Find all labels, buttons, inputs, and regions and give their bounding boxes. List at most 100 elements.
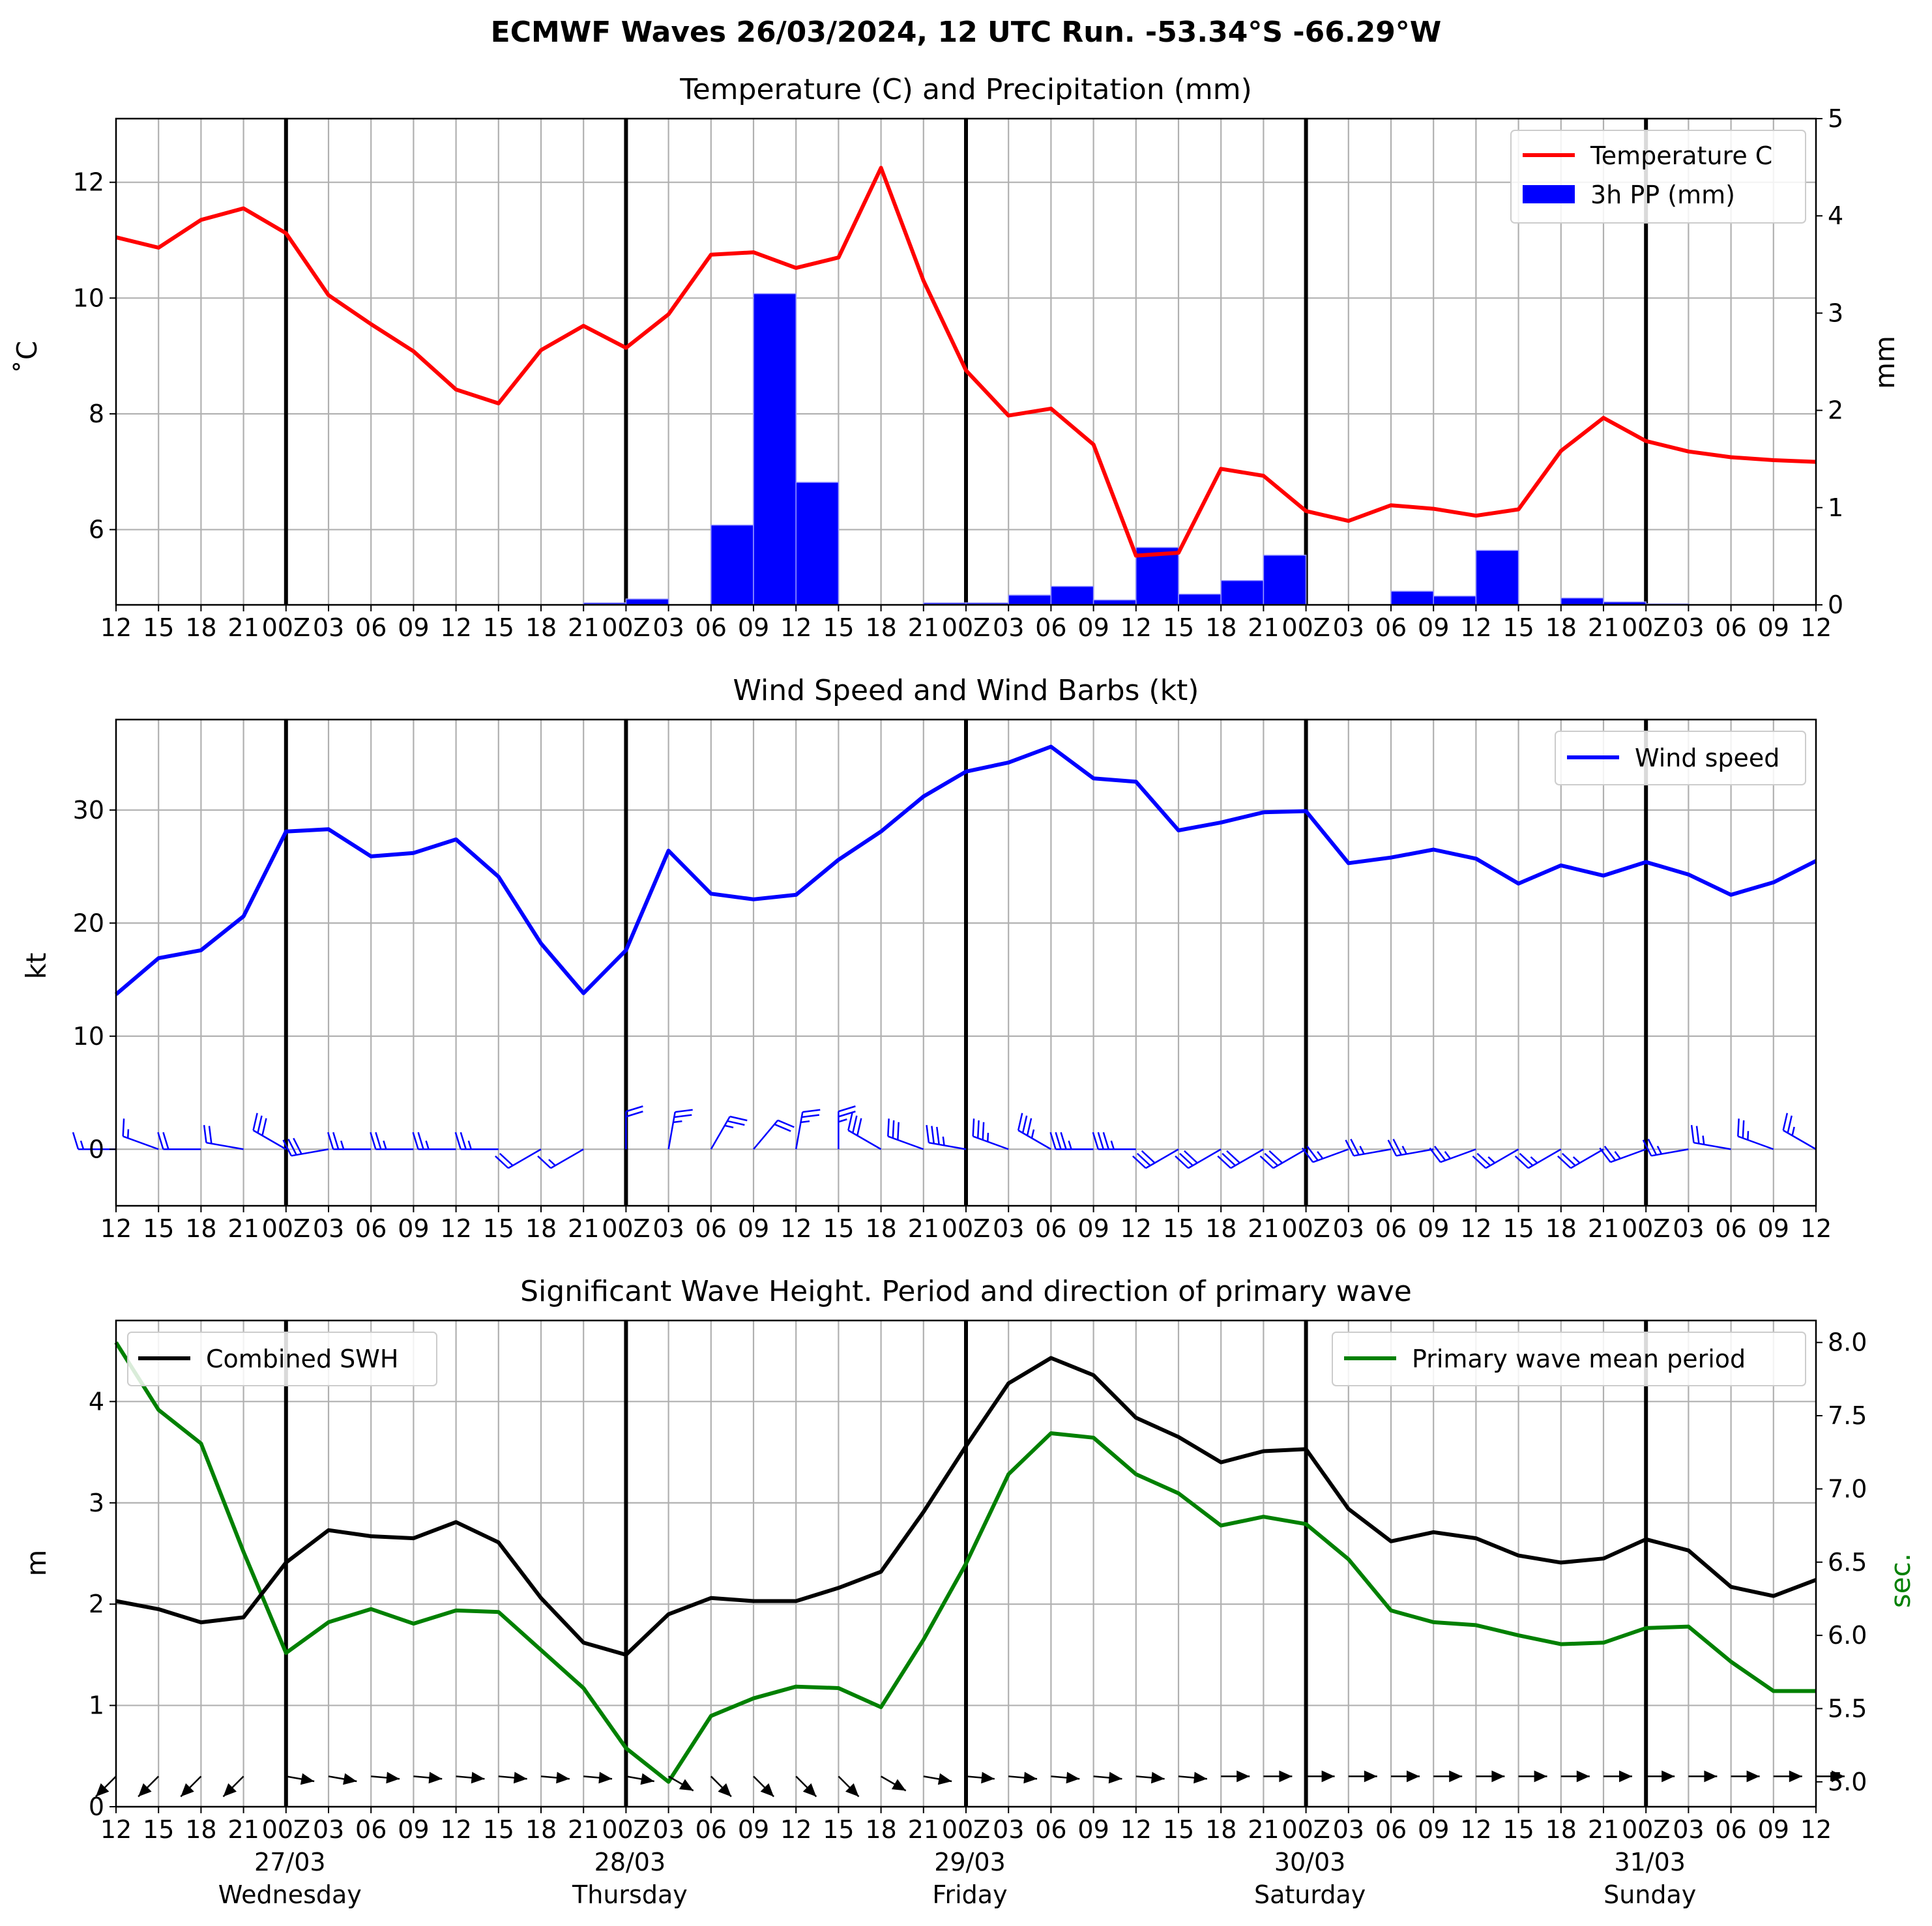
- wave-direction-arrow: [1603, 1770, 1632, 1783]
- y-tick-label: 8: [89, 400, 104, 428]
- x-tick-label: 09: [1758, 1815, 1789, 1844]
- y2-tick-label: 1: [1828, 493, 1843, 522]
- wave-direction-arrow: [1093, 1772, 1122, 1784]
- wave-direction-arrow: [1731, 1770, 1760, 1783]
- y2-tick-label: 5.5: [1828, 1694, 1867, 1723]
- wind-barb-full: [1345, 1139, 1354, 1156]
- wind-barb-full: [727, 1120, 745, 1126]
- wave-direction-arrow: [328, 1773, 357, 1785]
- wind-barb-full: [1060, 1131, 1067, 1150]
- wind-barb-half: [1031, 1129, 1035, 1139]
- wave-arrow-head: [223, 1783, 237, 1797]
- x-tick-label: 15: [823, 1815, 854, 1844]
- wave-arrow-head: [845, 1783, 859, 1797]
- x-tick-label: 15: [143, 613, 174, 642]
- wave-direction-arrow: [285, 1773, 315, 1785]
- wind-barb: [667, 1109, 693, 1150]
- wind-barb: [1737, 1118, 1774, 1150]
- x-tick-label: 00Z: [1281, 1214, 1330, 1243]
- x-tick-label: 03: [1333, 1815, 1364, 1844]
- x-tick-label: 12: [440, 613, 471, 642]
- wave-direction-arrow: [456, 1772, 485, 1784]
- x-tick-label: 00Z: [942, 1815, 990, 1844]
- wind-barb-full: [982, 1122, 985, 1140]
- wave-direction-arrow: [1135, 1772, 1165, 1784]
- x-tick-label: 06: [1035, 1815, 1066, 1844]
- wind-barb-full: [1184, 1150, 1198, 1164]
- y2-tick-label: 5: [1828, 104, 1843, 133]
- y-tick-label: 10: [73, 284, 104, 312]
- wind-barb-half: [1530, 1156, 1538, 1164]
- x-tick-label: 06: [355, 613, 387, 642]
- wind-barb-full: [838, 1105, 856, 1113]
- x-tick-label: 21: [227, 1214, 259, 1243]
- wind-barb-full: [1561, 1152, 1576, 1167]
- wave-period-y-axis-label: sec.: [1884, 1553, 1916, 1608]
- wind-barb-full: [1259, 1155, 1274, 1169]
- day-label: Wednesday: [218, 1880, 362, 1909]
- wind-barb-half: [80, 1140, 85, 1150]
- wind-barb-half: [838, 1118, 847, 1123]
- wave-arrow-head: [343, 1773, 357, 1785]
- legend-box: [1555, 731, 1806, 785]
- x-tick-label: 12: [780, 1815, 812, 1844]
- wind-barb-staff: [928, 1141, 967, 1150]
- wind-barb-full: [1642, 1139, 1652, 1156]
- wind-barb-staff: [508, 1148, 542, 1169]
- wind-barb-staff: [206, 1141, 244, 1150]
- x-tick-label: 06: [355, 1815, 387, 1844]
- wind-barb-half: [1656, 1145, 1663, 1155]
- wave-arrow-head: [1449, 1770, 1463, 1783]
- wind-barb-full: [122, 1118, 125, 1137]
- y-tick-label: 10: [73, 1022, 104, 1051]
- wave-direction-arrow: [1688, 1770, 1718, 1783]
- x-tick-label: 12: [440, 1815, 471, 1844]
- x-tick-label: 12: [100, 1815, 132, 1844]
- day-label: Friday: [932, 1880, 1007, 1909]
- x-tick-label: 03: [1333, 613, 1364, 642]
- wind-barb-staff: [1017, 1130, 1052, 1150]
- y-tick-label: 12: [73, 168, 104, 197]
- wind-barb: [1017, 1113, 1052, 1150]
- wind-barb: [370, 1131, 414, 1150]
- wind-barb-half: [548, 1159, 556, 1167]
- wave-arrow-head: [181, 1783, 194, 1797]
- x-tick-label: 21: [227, 1815, 259, 1844]
- x-tick-label: 18: [865, 1214, 896, 1243]
- x-tick-label: 15: [823, 613, 854, 642]
- x-tick-label: 03: [313, 613, 344, 642]
- wind-barb-full: [537, 1155, 551, 1169]
- wind-barb: [282, 1137, 329, 1157]
- wave-direction-arrow: [1518, 1770, 1547, 1783]
- wave-direction-arrow: [965, 1772, 995, 1784]
- wave-direction-arrow: [753, 1775, 774, 1798]
- wind-barb-half: [383, 1140, 387, 1150]
- x-tick-label: 15: [143, 1815, 174, 1844]
- wind-barb-full: [1557, 1155, 1572, 1169]
- x-tick-label: 06: [695, 1815, 727, 1844]
- wind-barb-full: [1476, 1152, 1491, 1167]
- wind-barb: [327, 1131, 372, 1150]
- day-label: Saturday: [1254, 1880, 1366, 1909]
- wind-barb-full: [972, 1118, 975, 1137]
- y-tick-label: 30: [73, 796, 104, 824]
- wind-barb-half: [1702, 1135, 1705, 1145]
- precipitation-y-axis-label: mm: [1869, 336, 1901, 389]
- wind-barb-full: [675, 1109, 693, 1113]
- x-tick-label: 03: [993, 1815, 1024, 1844]
- wind-barb-full: [1175, 1155, 1189, 1169]
- wind-barb-full: [1097, 1131, 1104, 1150]
- wind-barb-full: [1603, 1145, 1617, 1161]
- y2-tick-label: 6.0: [1828, 1621, 1867, 1650]
- wind-barb-staff: [1230, 1148, 1265, 1169]
- wind-barb-full: [1132, 1155, 1147, 1169]
- x-tick-label: 15: [1502, 1214, 1534, 1243]
- wind-barb-half: [1614, 1151, 1621, 1160]
- wind-barb: [1301, 1145, 1349, 1163]
- panel-wind-title: Wind Speed and Wind Barbs (kt): [733, 674, 1199, 707]
- x-tick-label: 18: [865, 613, 896, 642]
- x-tick-label: 15: [143, 1214, 174, 1243]
- x-tick-label: 03: [313, 1214, 344, 1243]
- wind-barb: [1557, 1148, 1604, 1169]
- wave-direction-arrow: [1263, 1770, 1293, 1783]
